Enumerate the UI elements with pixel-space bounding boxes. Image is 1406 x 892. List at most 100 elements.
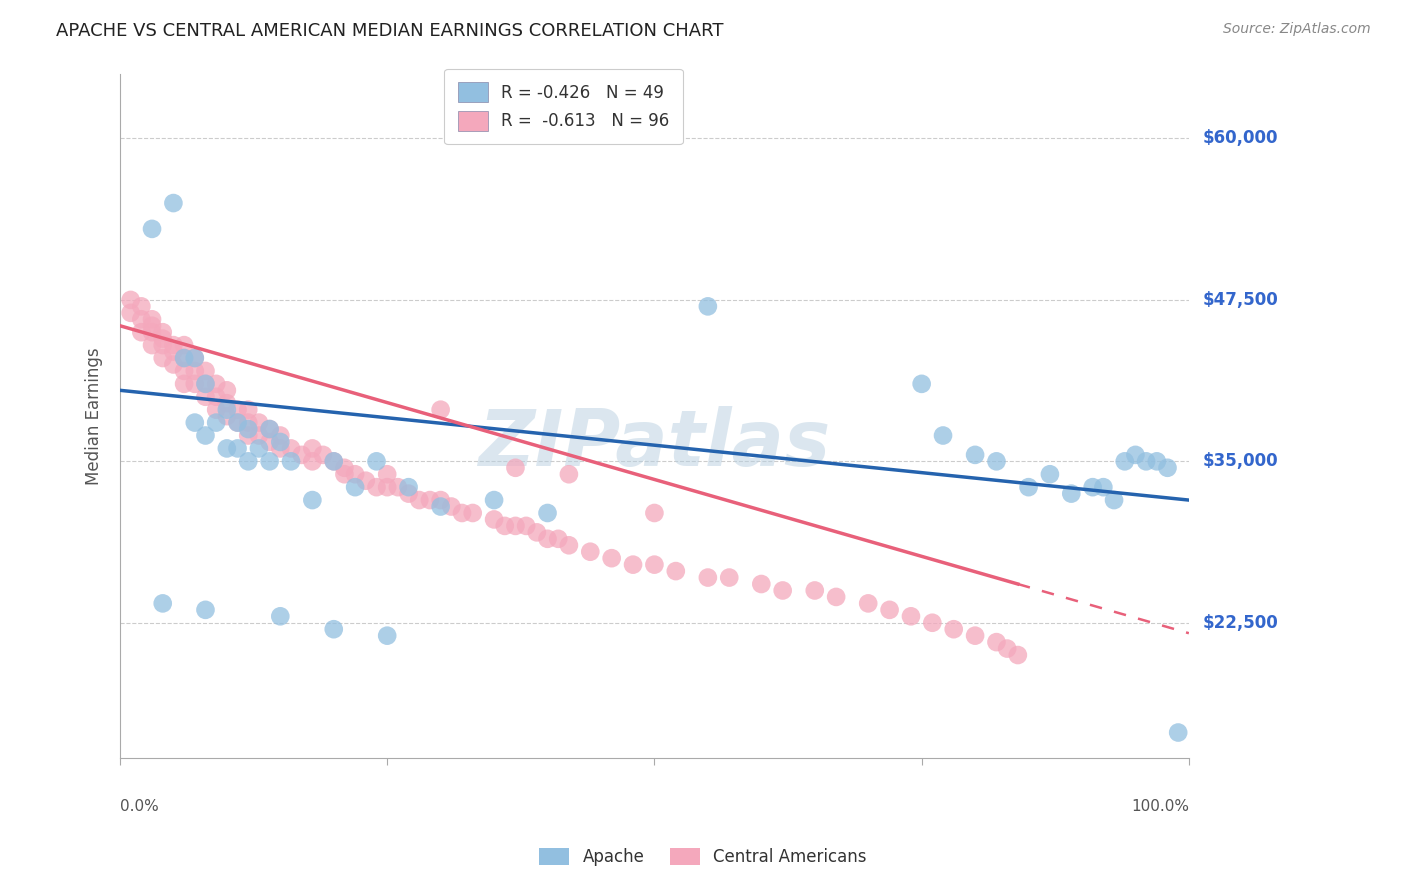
Point: [184, 376, 207, 391]
Point: [269, 428, 291, 442]
Point: [238, 454, 260, 468]
Point: [322, 454, 344, 468]
Point: [1146, 454, 1168, 468]
Point: [1167, 725, 1189, 739]
Point: [215, 442, 238, 456]
Point: [375, 467, 398, 482]
Point: [1102, 493, 1125, 508]
Point: [238, 402, 260, 417]
Point: [322, 454, 344, 468]
Point: [772, 583, 794, 598]
Point: [194, 603, 217, 617]
Point: [665, 564, 688, 578]
Point: [131, 325, 153, 339]
Point: [858, 596, 880, 610]
Legend: R = -0.426   N = 49, R =  -0.613   N = 96: R = -0.426 N = 49, R = -0.613 N = 96: [444, 69, 683, 145]
Point: [995, 641, 1018, 656]
Point: [825, 590, 848, 604]
Point: [301, 454, 323, 468]
Point: [238, 416, 260, 430]
Point: [259, 434, 281, 449]
Point: [419, 493, 441, 508]
Point: [429, 402, 451, 417]
Point: [247, 442, 270, 456]
Point: [398, 480, 420, 494]
Text: $35,000: $35,000: [1202, 452, 1278, 470]
Point: [749, 577, 772, 591]
Point: [162, 358, 184, 372]
Point: [194, 428, 217, 442]
Point: [194, 364, 217, 378]
Point: [515, 519, 537, 533]
Point: [162, 344, 184, 359]
Point: [280, 454, 302, 468]
Point: [312, 448, 335, 462]
Point: [247, 416, 270, 430]
Point: [803, 583, 825, 598]
Point: [408, 493, 430, 508]
Point: [269, 434, 291, 449]
Point: [696, 299, 718, 313]
Point: [526, 525, 548, 540]
Point: [461, 506, 484, 520]
Point: [558, 467, 581, 482]
Point: [375, 629, 398, 643]
Point: [1092, 480, 1115, 494]
Point: [226, 442, 249, 456]
Point: [194, 376, 217, 391]
Point: [366, 454, 388, 468]
Point: [194, 376, 217, 391]
Point: [1135, 454, 1157, 468]
Point: [184, 351, 207, 365]
Point: [1018, 480, 1040, 494]
Point: [965, 448, 987, 462]
Point: [247, 428, 270, 442]
Point: [536, 506, 558, 520]
Point: [451, 506, 474, 520]
Point: [173, 364, 195, 378]
Point: [440, 500, 463, 514]
Point: [291, 448, 314, 462]
Point: [238, 428, 260, 442]
Text: 100.0%: 100.0%: [1130, 799, 1189, 814]
Point: [259, 454, 281, 468]
Point: [643, 506, 665, 520]
Point: [259, 422, 281, 436]
Point: [696, 570, 718, 584]
Point: [162, 196, 184, 211]
Point: [344, 480, 367, 494]
Point: [505, 519, 527, 533]
Point: [482, 512, 505, 526]
Point: [600, 551, 623, 566]
Point: [173, 351, 195, 365]
Point: [141, 222, 163, 236]
Point: [879, 603, 901, 617]
Point: [205, 376, 228, 391]
Point: [322, 622, 344, 636]
Point: [482, 493, 505, 508]
Point: [280, 442, 302, 456]
Point: [900, 609, 922, 624]
Point: [1060, 486, 1083, 500]
Point: [194, 390, 217, 404]
Point: [152, 325, 174, 339]
Point: [215, 402, 238, 417]
Point: [141, 312, 163, 326]
Legend: Apache, Central Americans: Apache, Central Americans: [531, 840, 875, 875]
Point: [141, 318, 163, 333]
Text: $47,500: $47,500: [1202, 291, 1278, 309]
Point: [1156, 460, 1178, 475]
Point: [536, 532, 558, 546]
Text: 0.0%: 0.0%: [120, 799, 159, 814]
Point: [215, 396, 238, 410]
Point: [215, 384, 238, 398]
Point: [152, 351, 174, 365]
Point: [226, 416, 249, 430]
Point: [205, 390, 228, 404]
Point: [429, 500, 451, 514]
Point: [429, 493, 451, 508]
Point: [238, 422, 260, 436]
Point: [333, 467, 356, 482]
Point: [141, 325, 163, 339]
Point: [718, 570, 741, 584]
